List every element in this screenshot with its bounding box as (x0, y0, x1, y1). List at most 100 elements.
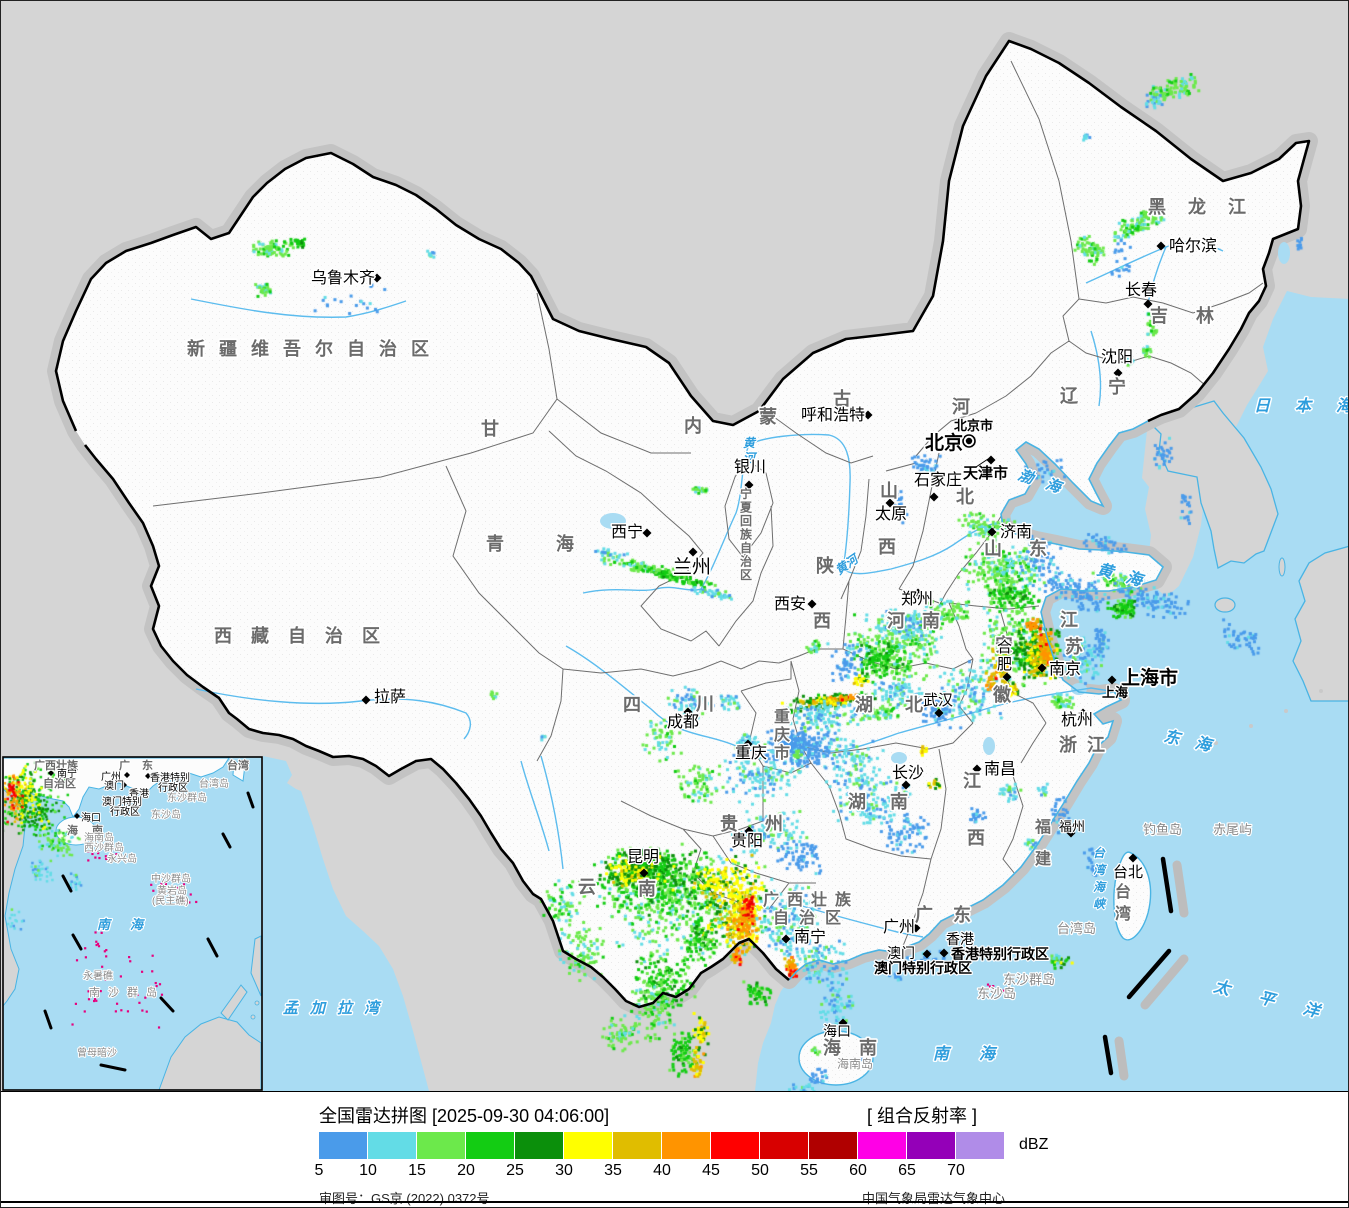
city-marker (683, 707, 693, 717)
city-marker (934, 708, 944, 718)
city-marker (922, 949, 932, 959)
legend-tick: 5 (314, 1162, 324, 1179)
inset-label: 海南 (67, 823, 117, 837)
city-marker (913, 588, 923, 598)
reef-marker (171, 876, 174, 879)
province-label: 湖北 (855, 695, 955, 715)
province-label: 河 (952, 397, 970, 417)
reef-marker (94, 931, 97, 934)
reef-marker (71, 1023, 74, 1026)
city-marker (743, 739, 753, 749)
province-label: 湾 (1115, 904, 1131, 923)
nine-dash-segment (1140, 954, 1189, 1010)
city-marker (688, 547, 698, 557)
legend-tick: 30 (555, 1162, 573, 1179)
reef-marker (136, 993, 140, 996)
reef-marker (992, 984, 995, 988)
reef-marker (144, 996, 147, 999)
reef-marker (94, 856, 97, 859)
reef-marker (160, 993, 164, 996)
sea-label: 南海 (933, 1045, 1025, 1063)
municipality-label: 天津市 (963, 464, 1008, 482)
inset-label: 南沙群岛 (89, 985, 165, 999)
reef-marker (86, 977, 89, 980)
reef-marker (160, 882, 163, 885)
city-label: 澳门 (887, 945, 915, 961)
inset-label: 中沙群岛 (151, 872, 191, 885)
legend-approval-number: 审图号：GS京 (2022) 0372号 (319, 1191, 490, 1206)
reef-marker (75, 959, 79, 962)
nine-dash-segment (246, 791, 255, 809)
legend-tick: 10 (359, 1162, 377, 1179)
city-label: 南京 (1049, 660, 1081, 678)
legend-color-cell (564, 1132, 613, 1159)
tianjin-pointer-line (975, 458, 989, 468)
city-marker (863, 410, 873, 420)
province-label: 山东 (984, 538, 1074, 559)
reef-marker (104, 855, 107, 858)
reef-marker (95, 999, 98, 1002)
inset-label: 澳门 (104, 779, 124, 792)
inset-label: 香港 (129, 788, 149, 800)
city-label: 济南 (1000, 523, 1032, 541)
province-label: 重庆市 (773, 707, 790, 762)
reef-marker (151, 954, 154, 957)
municipality-label: 北京市 (954, 418, 993, 433)
reef-marker (115, 852, 118, 856)
reef-marker (96, 942, 100, 945)
municipality-label: 香港特别行政区 (950, 946, 1049, 962)
reef-marker (126, 1010, 130, 1013)
legend-color-cell (711, 1132, 760, 1159)
province-label: 徽 (992, 684, 1012, 705)
city-label: 呼和浩特 (801, 406, 865, 424)
capital-marker (965, 437, 973, 445)
sea-label: 太平洋 (1211, 977, 1349, 1028)
legend-color-cell (515, 1132, 564, 1159)
province-label: 贵州 (720, 814, 810, 834)
island-label: 东沙岛 (977, 986, 1016, 1001)
city-label: 广州 (883, 918, 915, 936)
legend-color-bar (319, 1132, 1005, 1159)
province-label: 黑龙江 (1148, 196, 1268, 217)
province-label: 西 (967, 828, 985, 848)
city-marker (1156, 241, 1166, 251)
province-label: 辽 (1060, 386, 1079, 406)
sea-label: 日本海 (1254, 397, 1349, 415)
legend-color-cell (662, 1132, 711, 1159)
reef-marker (150, 883, 153, 886)
city-marker (1143, 299, 1153, 309)
province-label: 陕 (816, 555, 834, 576)
china-coastline (788, 420, 1165, 981)
province-label: 西藏自治区 (214, 625, 399, 646)
reef-marker (164, 892, 167, 895)
city-marker (807, 599, 817, 609)
inset-label: 海口 (81, 811, 101, 824)
province-label: 广西壮族 (763, 890, 859, 909)
province-label: 浙江 (1059, 734, 1115, 755)
nine-dash-segment (43, 1009, 53, 1030)
city-marker (986, 455, 996, 465)
inset-label: (民主礁) (152, 894, 189, 907)
legend-product-label: [ 组合反射率 ] (867, 1106, 978, 1126)
city-marker (885, 498, 895, 508)
international-border-southwest (83, 444, 790, 1009)
island-label: 海南岛 (837, 1056, 873, 1071)
inset-frame (2, 756, 263, 1091)
reef-marker (189, 893, 192, 896)
province-label: 湖南 (848, 791, 932, 812)
city-label: 长春 (1125, 281, 1157, 299)
reef-marker (91, 852, 94, 856)
reef-marker (127, 987, 130, 991)
reef-marker (154, 981, 157, 985)
city-marker (121, 782, 127, 788)
city-label: 太原 (875, 505, 907, 523)
city-label: 乌鲁木齐 (311, 269, 375, 287)
inset-label: 台湾岛 (199, 777, 229, 790)
city-marker (987, 527, 997, 537)
legend-color-cell (368, 1132, 417, 1159)
city-marker (939, 948, 949, 958)
nine-dash-segment (61, 874, 73, 893)
reef-marker (996, 991, 999, 994)
inset-label: 广东 (119, 758, 165, 772)
island-label: 东沙群岛 (1003, 972, 1055, 987)
